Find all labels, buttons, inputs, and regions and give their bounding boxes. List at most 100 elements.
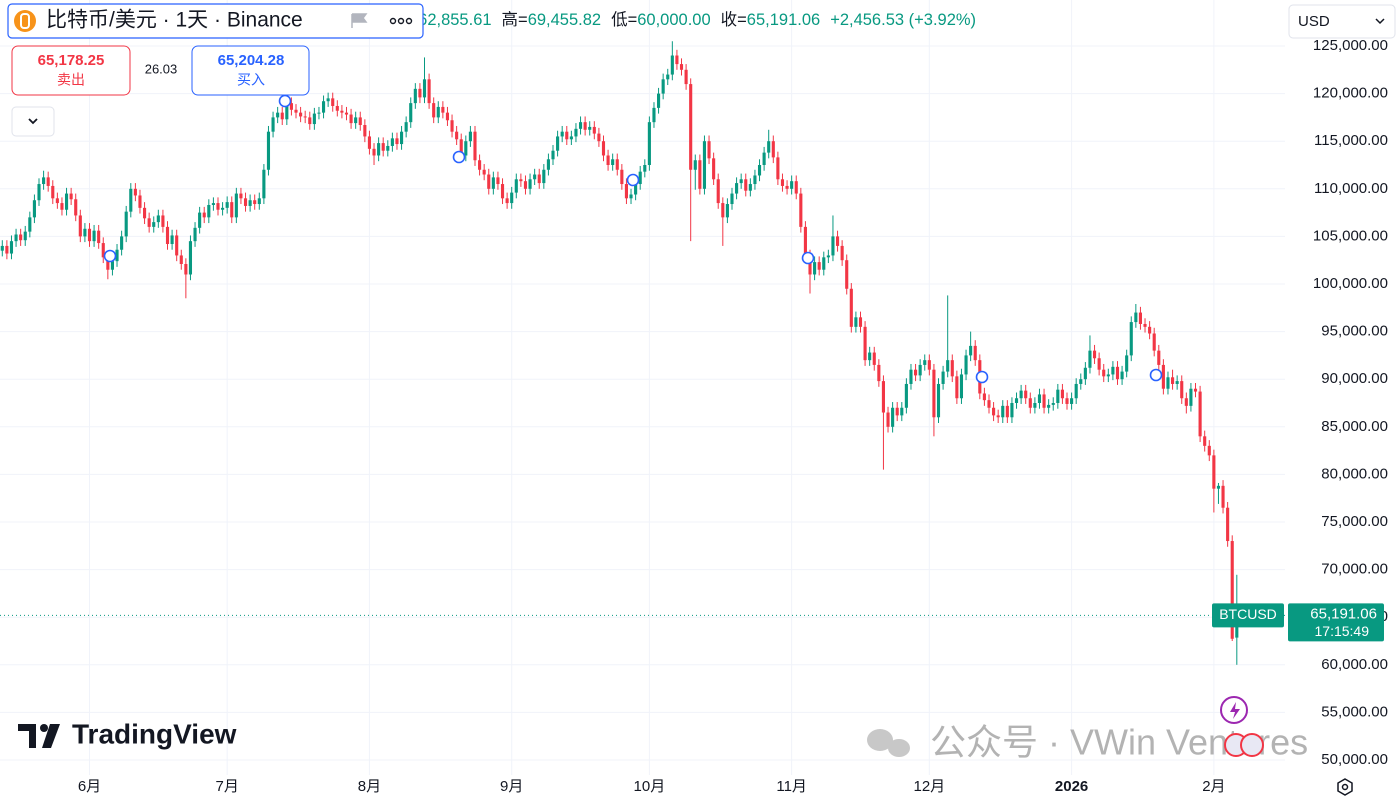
candle-body	[42, 177, 46, 185]
candle-body	[74, 199, 78, 216]
candle-body	[721, 203, 725, 218]
candle-body	[904, 383, 908, 408]
candle-body	[831, 236, 835, 256]
event-marker[interactable]	[278, 94, 292, 108]
event-marker[interactable]	[1149, 368, 1163, 382]
candle-body	[969, 345, 973, 356]
event-marker[interactable]	[801, 251, 815, 265]
candle-body	[106, 257, 110, 270]
y-tick-label: 125,000.00	[1313, 37, 1388, 54]
candle-body	[5, 245, 9, 254]
axes: 50,000.0055,000.0060,000.0065,000.0070,0…	[78, 37, 1388, 795]
flag-event[interactable]	[1240, 733, 1264, 757]
candle-body	[895, 407, 899, 416]
candle-body	[482, 169, 486, 175]
grid	[0, 0, 1285, 775]
candle-body	[583, 122, 587, 130]
candle-body	[909, 369, 913, 384]
candle-body	[1184, 398, 1188, 406]
candle-body	[611, 159, 615, 165]
candle-body	[1047, 404, 1051, 408]
candle-body	[312, 113, 316, 125]
event-marker[interactable]	[975, 370, 989, 384]
candle-body	[367, 136, 371, 149]
candle-body	[184, 264, 188, 275]
btc-icon-glyph	[20, 13, 30, 29]
y-tick-label: 115,000.00	[1314, 132, 1388, 149]
event-markers	[103, 94, 1163, 384]
ohlc-label: 高=	[502, 10, 528, 29]
candle-body	[1074, 383, 1078, 399]
flag-icon[interactable]	[351, 13, 368, 28]
y-tick-label: 50,000.00	[1321, 751, 1388, 768]
candle-body	[1125, 355, 1129, 372]
candle-body	[813, 262, 817, 275]
candle-body	[349, 114, 353, 124]
candle-body	[120, 236, 124, 250]
candle-body	[941, 371, 945, 384]
x-tick-label: 8月	[358, 778, 381, 795]
chevron	[1375, 18, 1385, 25]
symbol-tag	[1212, 603, 1284, 628]
candle-body	[230, 202, 234, 218]
candle-body	[381, 143, 385, 151]
y-tick-label: 90,000.00	[1321, 370, 1388, 387]
candle-body	[891, 407, 895, 427]
candle-body	[262, 169, 266, 199]
sell-price: 65,178.25	[38, 52, 105, 69]
candle-body	[881, 381, 885, 413]
candle-body	[0, 245, 4, 251]
buy-button[interactable]	[191, 45, 310, 96]
candle-body	[689, 84, 693, 170]
settings-icon[interactable]	[1337, 778, 1353, 796]
candle-body	[601, 141, 606, 156]
wechat-icon	[867, 729, 910, 757]
candle-body	[221, 207, 225, 210]
candle-body	[785, 185, 789, 189]
candle-body	[542, 169, 546, 184]
candle-body	[331, 98, 335, 106]
candle-body	[569, 136, 573, 140]
candle-body	[1092, 350, 1097, 359]
event-marker[interactable]	[103, 249, 117, 263]
chevron	[28, 118, 38, 125]
candle-body	[1056, 389, 1060, 403]
candle-body	[578, 122, 583, 129]
candle-body	[358, 117, 362, 126]
event-marker[interactable]	[452, 150, 466, 164]
candle-body	[468, 131, 472, 142]
event-marker[interactable]	[626, 173, 640, 187]
candle-body	[69, 193, 73, 200]
collapse-button[interactable]	[11, 106, 55, 137]
candle-body	[248, 200, 252, 206]
candle-body	[735, 183, 739, 194]
candle-body	[835, 236, 840, 246]
candle-body	[129, 188, 133, 212]
candle-body	[675, 55, 679, 65]
y-tick-label: 85,000.00	[1321, 418, 1388, 435]
candle-body	[175, 235, 179, 256]
candle-body	[693, 160, 697, 170]
settings-icon-dot	[1341, 783, 1349, 791]
candle-body	[138, 195, 142, 208]
candle-body	[707, 141, 711, 159]
candle-body	[739, 179, 743, 184]
candle-body	[9, 241, 14, 254]
sell-button[interactable]	[11, 45, 131, 96]
candle-body	[1120, 371, 1124, 380]
candle-body	[799, 193, 803, 227]
candle-body	[1051, 403, 1055, 405]
more-icon[interactable]	[389, 17, 413, 25]
candle-body	[386, 145, 390, 151]
candle-body	[932, 369, 936, 418]
candle-body	[1171, 377, 1175, 384]
symbol-box[interactable]	[7, 3, 424, 39]
candle-body	[491, 177, 495, 189]
tv-logo-mark	[18, 724, 60, 748]
currency-button[interactable]	[1288, 4, 1396, 39]
y-tick-label: 110,000.00	[1314, 180, 1388, 197]
candle-body	[959, 374, 964, 399]
candle-body	[335, 105, 339, 111]
candle-body	[243, 198, 248, 206]
